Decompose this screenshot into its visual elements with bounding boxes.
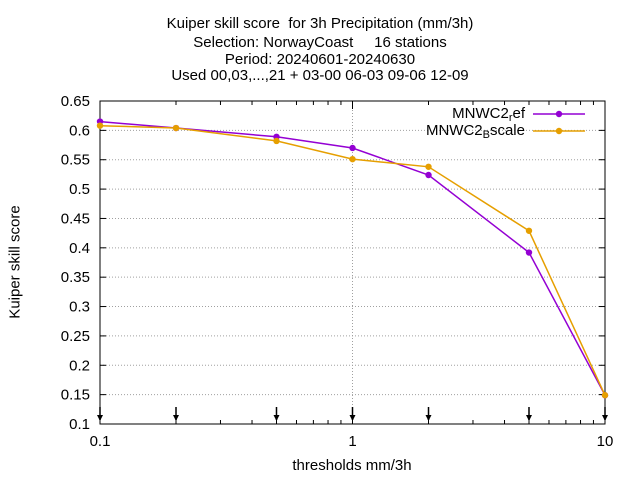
y-tick-label: 0.25 bbox=[61, 328, 90, 345]
x-tick-label: 1 bbox=[348, 433, 356, 450]
series-1-point bbox=[425, 171, 432, 179]
threshold-marker-arrowhead bbox=[602, 415, 608, 421]
series-1-point bbox=[525, 249, 533, 256]
legend-label-series-1: MNWC2ref bbox=[452, 105, 525, 124]
y-tick-label: 0.1 bbox=[69, 416, 90, 433]
threshold-marker-arrowhead bbox=[273, 415, 280, 421]
threshold-marker-arrowhead bbox=[425, 415, 432, 421]
x-axis-label: thresholds mm/3h bbox=[292, 457, 412, 474]
threshold-marker-arrowhead bbox=[349, 415, 356, 421]
series-2-point bbox=[425, 163, 432, 170]
legend-marker-series-1 bbox=[555, 110, 563, 118]
series-2-point bbox=[349, 155, 356, 163]
y-tick-label: 0.2 bbox=[69, 357, 90, 374]
y-tick-label: 0.15 bbox=[61, 387, 90, 404]
legend-marker-series-2 bbox=[555, 127, 563, 135]
series-1-point bbox=[349, 144, 356, 152]
chart-title-line-3: Period: 20240601-20240630 bbox=[224, 51, 416, 68]
series-2-point bbox=[172, 124, 180, 132]
threshold-marker-arrowhead bbox=[525, 415, 532, 421]
chart-title-line-4: Used 00,03,...,21 + 03-00 06-03 09-06 12… bbox=[171, 67, 469, 84]
threshold-marker-arrowhead bbox=[97, 415, 103, 421]
y-tick-label: 0.5 bbox=[69, 181, 90, 198]
threshold-marker-arrowhead bbox=[173, 415, 180, 421]
y-tick-label: 0.65 bbox=[61, 93, 90, 110]
y-tick-label: 0.6 bbox=[69, 122, 90, 139]
chart-title-line-1: Kuiper skill score for 3h Precipitation … bbox=[166, 15, 474, 32]
y-tick-label: 0.35 bbox=[61, 269, 90, 286]
y-tick-label: 0.3 bbox=[69, 299, 90, 316]
chart-title-line-2: Selection: NorwayCoast 16 stations bbox=[193, 34, 447, 51]
y-tick-label: 0.55 bbox=[61, 152, 90, 169]
series-2-point bbox=[273, 137, 280, 145]
x-tick-label: 10 bbox=[597, 433, 614, 450]
series-2-point bbox=[601, 392, 609, 399]
y-tick-label: 0.4 bbox=[69, 240, 90, 257]
series-line-1 bbox=[99, 120, 606, 396]
legend-label-series-2: MNWC2Bscale bbox=[425, 122, 525, 141]
y-tick-label: 0.45 bbox=[61, 210, 90, 227]
x-tick-label: 0.1 bbox=[90, 433, 111, 450]
series-2-point bbox=[96, 122, 104, 129]
y-axis-label: Kuiper skill score bbox=[6, 205, 24, 319]
series-2-point bbox=[525, 227, 533, 234]
plot-border bbox=[99, 100, 606, 425]
